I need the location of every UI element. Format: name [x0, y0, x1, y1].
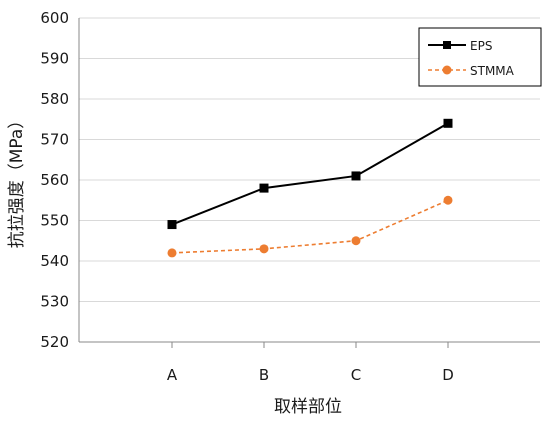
y-tick-label: 540: [40, 252, 69, 270]
legend-stmma-label: STMMA: [470, 64, 515, 78]
y-tick-label: 590: [40, 50, 69, 68]
series-line-stmma: [171, 199, 449, 254]
y-tick-label: 550: [40, 212, 69, 230]
legend-eps-label: EPS: [470, 39, 492, 53]
data-point-eps: [259, 183, 269, 193]
y-tick-label: 530: [40, 293, 69, 311]
data-point-stmma: [167, 248, 177, 258]
y-tick-label: 580: [40, 90, 69, 108]
x-axis-ticks: A B C D: [167, 342, 454, 384]
x-tick-label: A: [167, 366, 178, 384]
x-axis-title: 取样部位: [274, 397, 342, 417]
series-group: [167, 118, 453, 258]
data-point-stmma: [259, 244, 269, 254]
y-axis-title: 抗拉强度（MPa）: [7, 112, 27, 249]
y-tick-label: 560: [40, 171, 69, 189]
grid-lines: [79, 17, 540, 302]
series-line-eps: [171, 122, 449, 226]
data-point-eps: [443, 118, 453, 128]
x-tick-label: B: [259, 366, 269, 384]
y-tick-label: 600: [40, 9, 69, 27]
y-tick-label: 570: [40, 131, 69, 149]
legend-eps-marker: [443, 41, 451, 49]
data-point-eps: [351, 171, 361, 181]
data-point-eps: [167, 220, 177, 230]
x-tick-label: D: [442, 366, 454, 384]
data-point-stmma: [351, 236, 361, 246]
data-point-stmma: [443, 195, 453, 205]
x-tick-label: C: [351, 366, 361, 384]
y-tick-label: 520: [40, 333, 69, 351]
legend-stmma-marker: [442, 65, 452, 75]
legend: EPS STMMA: [418, 27, 542, 87]
legend-box: [418, 27, 542, 87]
y-axis-ticks: 520 530 540 550 560 570 580 590 600: [40, 9, 69, 351]
